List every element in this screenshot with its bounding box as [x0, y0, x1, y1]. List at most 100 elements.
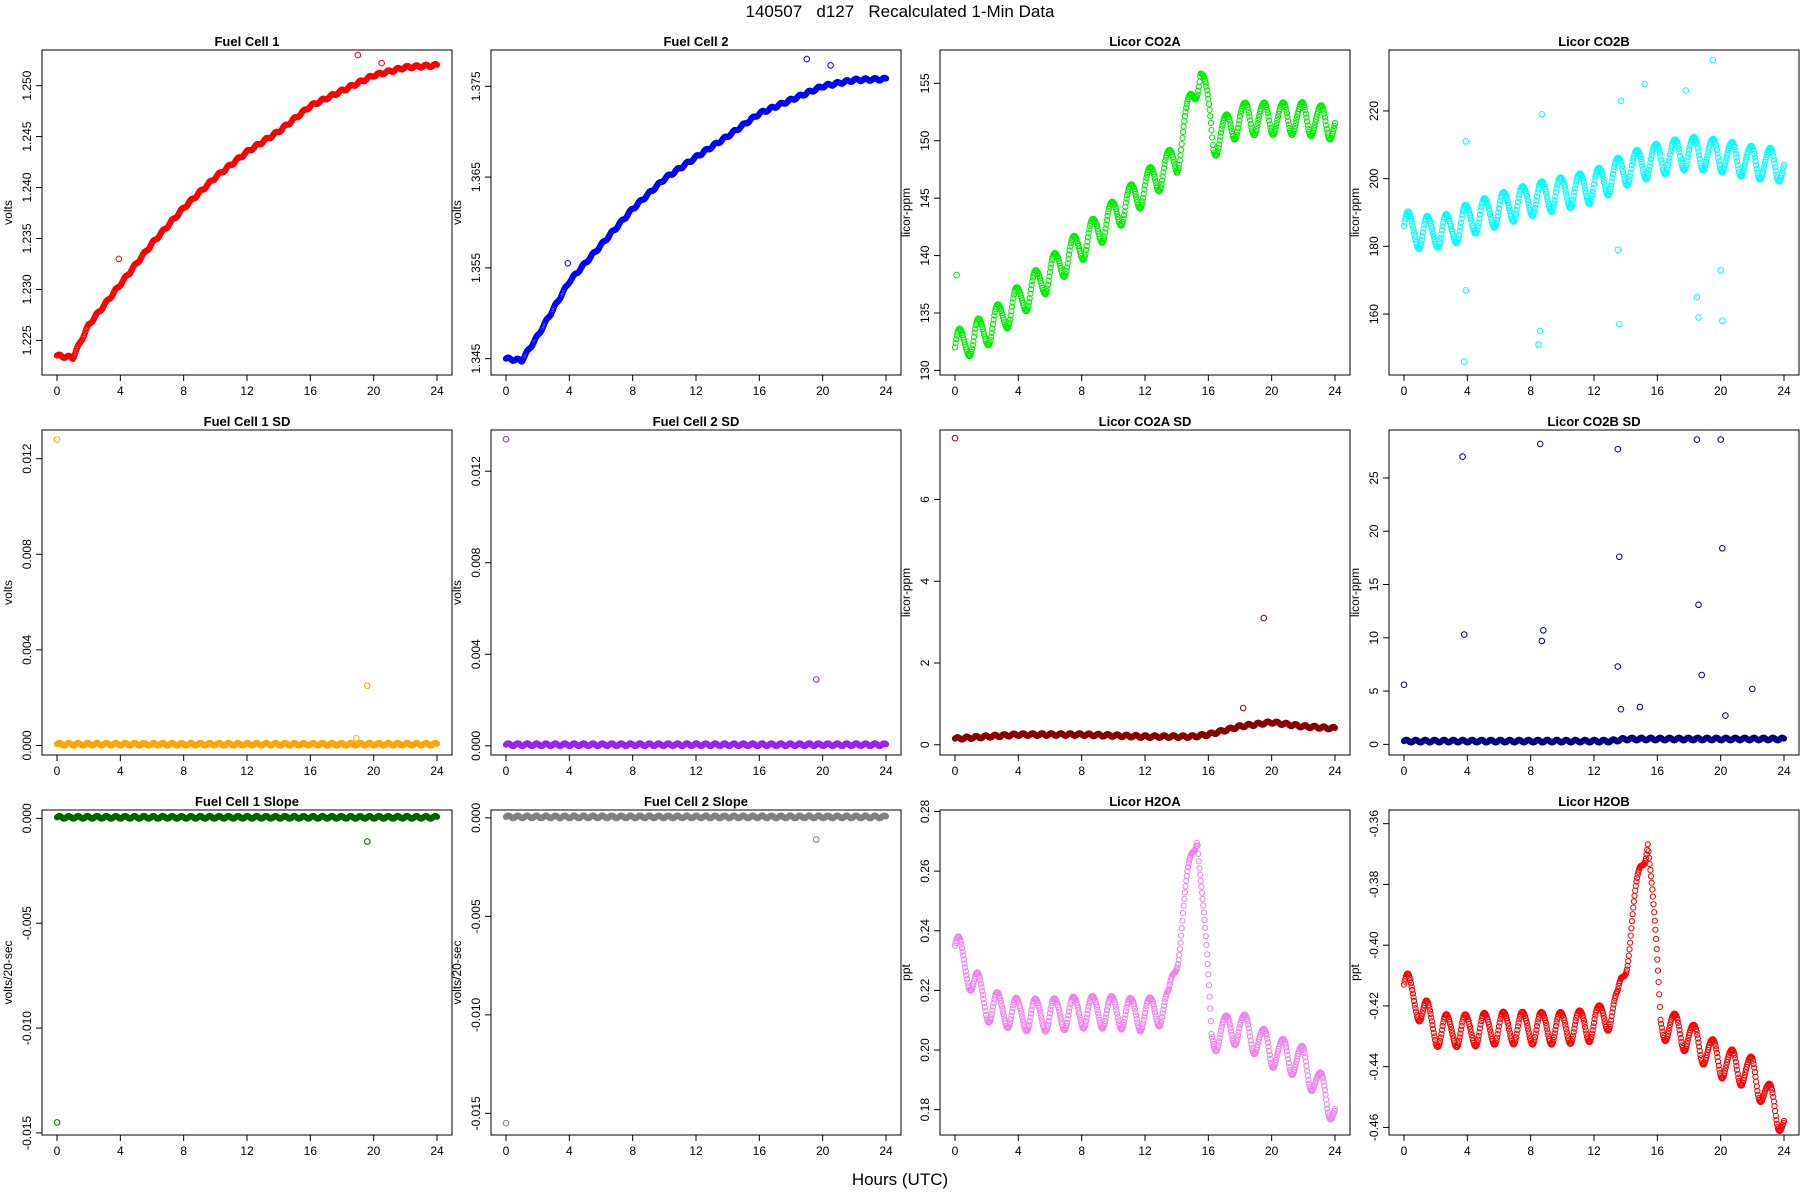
x-tick-label: 12 — [1138, 764, 1152, 778]
data-point — [1206, 106, 1213, 114]
data-point — [1438, 231, 1445, 238]
data-point — [1102, 229, 1109, 236]
data-point — [1410, 226, 1417, 234]
y-tick-label: 1.245 — [20, 121, 34, 151]
data-point — [1561, 184, 1569, 191]
data-point — [1494, 216, 1501, 224]
x-tick-label: 16 — [304, 764, 318, 778]
data-point — [1513, 207, 1520, 214]
y-tick-label: 130 — [918, 360, 932, 380]
chart-title: Licor CO2B — [1558, 34, 1630, 49]
y-tick-label: 5 — [1367, 687, 1381, 694]
data-point — [971, 329, 978, 336]
data-point — [1141, 186, 1148, 193]
outlier-point — [564, 260, 572, 267]
data-point — [991, 312, 998, 319]
data-point — [1047, 264, 1054, 271]
data-point — [1581, 183, 1588, 190]
y-axis-label: licor-ppm — [1348, 188, 1362, 237]
data-point — [1539, 178, 1546, 185]
outlier-point — [813, 676, 820, 683]
data-point — [1083, 242, 1090, 250]
data-point — [1703, 158, 1710, 165]
y-tick-label: 200 — [1367, 168, 1381, 188]
data-point — [1429, 228, 1436, 235]
plot-frame — [490, 429, 902, 756]
data-point — [968, 348, 975, 355]
data-point — [1028, 281, 1035, 289]
x-tick-label: 12 — [1587, 384, 1601, 398]
x-tick-label: 8 — [180, 764, 187, 778]
data-point — [1321, 114, 1329, 121]
data-point — [1311, 124, 1318, 132]
data-point — [1419, 233, 1426, 240]
data-point — [1285, 117, 1292, 124]
data-point — [1456, 232, 1463, 239]
data-point — [1438, 227, 1446, 234]
data-point — [1007, 316, 1014, 323]
x-tick-label: 24 — [430, 764, 444, 778]
data-point — [1085, 230, 1092, 237]
data-point — [1234, 128, 1241, 135]
data-point — [1437, 234, 1444, 241]
data-point — [953, 336, 960, 343]
data-point — [1124, 191, 1131, 199]
data-point — [1741, 165, 1748, 172]
data-point — [1182, 108, 1189, 115]
outlier-point — [951, 434, 959, 442]
chart-title: Fuel Cell 2 SD — [653, 414, 740, 429]
data-point — [1666, 154, 1673, 161]
data-point — [1436, 241, 1443, 248]
data-point — [1704, 152, 1711, 159]
data-point — [1228, 124, 1235, 131]
y-axis-label: volts — [1, 580, 15, 605]
data-point — [1215, 144, 1222, 151]
data-point — [1194, 91, 1201, 98]
x-tick-label: 24 — [1328, 384, 1342, 398]
data-point — [1684, 157, 1691, 164]
data-point — [1066, 247, 1073, 254]
x-tick-label: 24 — [1777, 384, 1791, 398]
data-point — [1570, 196, 1577, 203]
y-tick-label: 1.345 — [469, 343, 483, 373]
outlier-point — [1719, 317, 1726, 325]
data-point — [1666, 151, 1674, 158]
data-point — [1457, 224, 1464, 231]
data-point — [1722, 161, 1729, 168]
data-point — [1178, 146, 1185, 153]
y-tick-label: 1.230 — [20, 274, 34, 304]
data-point — [1770, 153, 1777, 160]
data-point — [1409, 220, 1416, 227]
data-point — [1274, 116, 1281, 124]
y-tick-label: 145 — [918, 188, 932, 208]
y-tick-label: 0.012 — [20, 443, 34, 473]
data-point — [1639, 165, 1646, 172]
data-point — [1778, 172, 1785, 179]
data-point — [1123, 195, 1130, 202]
data-point — [1140, 190, 1147, 197]
outlier-point — [1535, 341, 1542, 348]
data-point — [1520, 183, 1527, 190]
data-point — [1455, 235, 1462, 242]
y-tick-label: 0.000 — [469, 731, 483, 761]
data-point — [1569, 199, 1576, 206]
data-point — [1658, 156, 1665, 163]
y-tick-label: 1.235 — [20, 223, 34, 253]
x-tick-label: 8 — [1527, 384, 1534, 398]
data-point — [1514, 199, 1522, 206]
y-tick-label: 2 — [918, 659, 932, 666]
x-tick-label: 24 — [1777, 764, 1791, 778]
x-tick-label: 0 — [54, 384, 61, 398]
x-tick-label: 20 — [1265, 384, 1279, 398]
data-point — [1770, 156, 1778, 163]
y-tick-label: 1.225 — [20, 325, 34, 355]
y-tick-label: 0.008 — [469, 547, 483, 577]
data-point — [1100, 236, 1107, 243]
x-tick-label: 12 — [1138, 384, 1152, 398]
data-point — [1169, 153, 1177, 160]
y-axis-label: licor-ppm — [899, 188, 913, 237]
data-point — [1646, 166, 1653, 173]
data-point — [1303, 114, 1310, 121]
data-point — [1772, 168, 1779, 175]
data-point — [1674, 140, 1681, 147]
